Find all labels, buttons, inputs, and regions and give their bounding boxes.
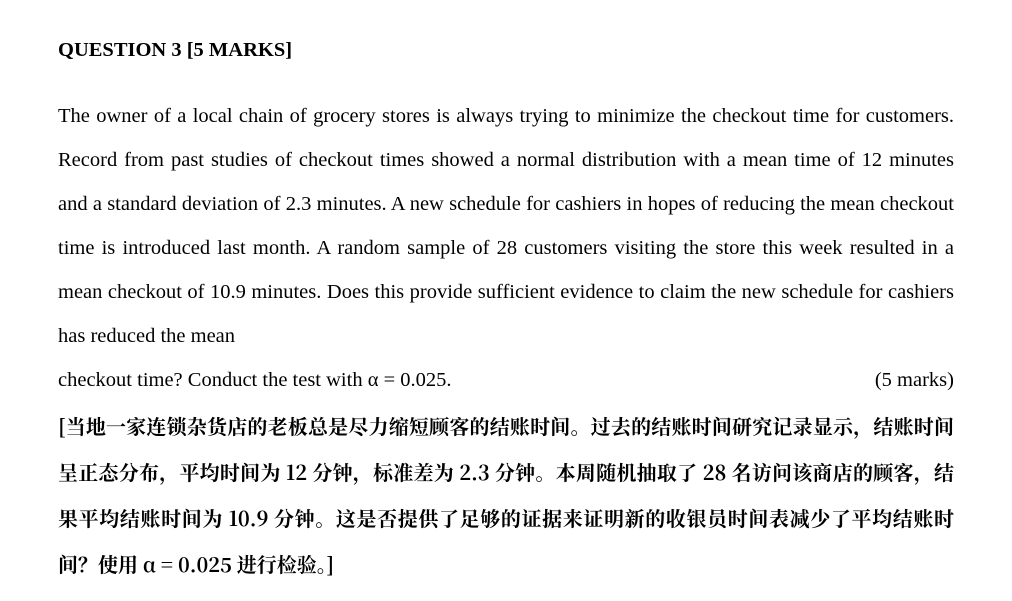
marks-label: (5 marks) [855, 358, 954, 402]
chinese-paragraph: [当地一家连锁杂货店的老板总是尽力缩短顾客的结账时间。过去的结账时间研究记录显示… [58, 403, 954, 587]
document-page: QUESTION 3 [5 MARKS] The owner of a loca… [0, 0, 1012, 601]
english-last-left: checkout time? Conduct the test with α =… [58, 358, 452, 402]
english-body-text: The owner of a local chain of grocery st… [58, 94, 954, 358]
english-last-line: checkout time? Conduct the test with α =… [58, 358, 954, 402]
english-paragraph: The owner of a local chain of grocery st… [58, 94, 954, 402]
question-heading: QUESTION 3 [5 MARKS] [58, 28, 954, 72]
